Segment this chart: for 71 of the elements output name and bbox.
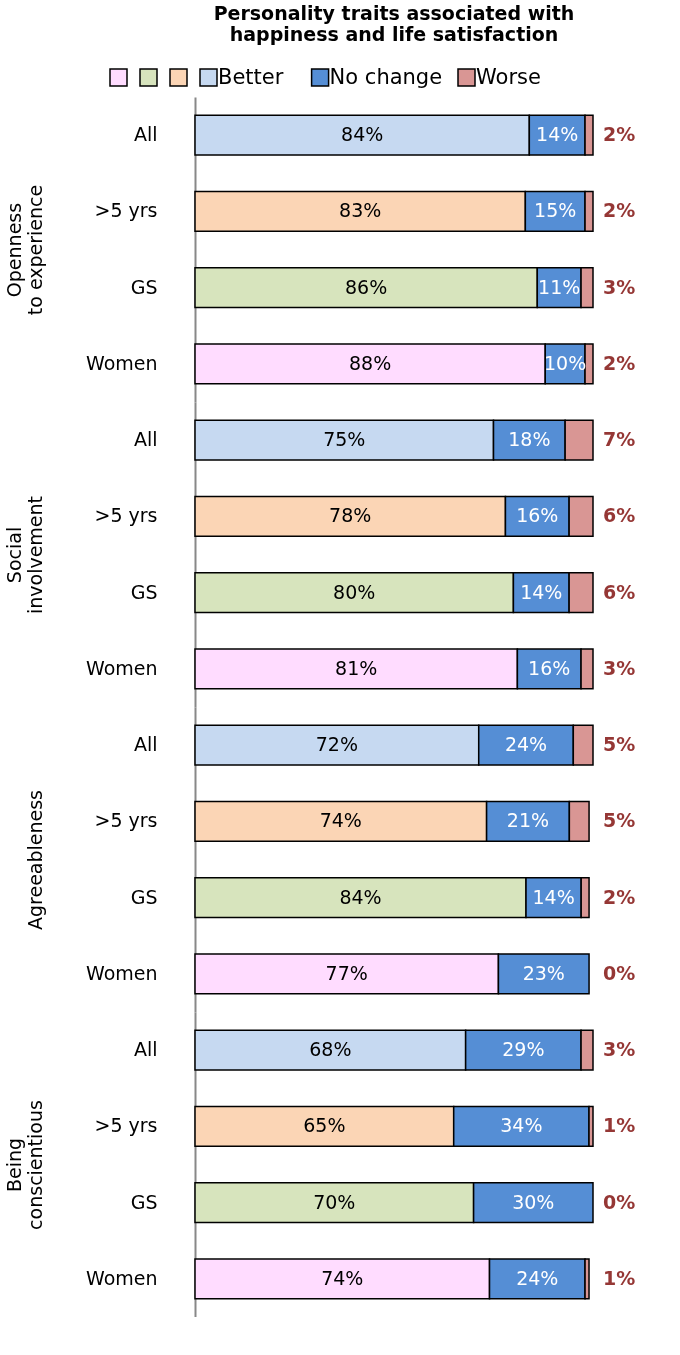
y-tick-label: >5 yrs bbox=[94, 809, 158, 832]
data-label: 3% bbox=[603, 1038, 636, 1061]
data-label: 80% bbox=[333, 580, 376, 603]
y-axis-title: Agreeableness bbox=[23, 789, 46, 931]
y-tick-label: >5 yrs bbox=[94, 199, 158, 222]
data-label: 14% bbox=[532, 885, 575, 908]
data-label: 3% bbox=[603, 275, 636, 298]
data-label: 6% bbox=[603, 504, 636, 527]
data-label: 16% bbox=[528, 656, 571, 679]
data-label: 24% bbox=[504, 733, 548, 756]
data-label: 74% bbox=[321, 1266, 364, 1289]
data-label: 72% bbox=[315, 733, 358, 756]
data-label: 68% bbox=[309, 1038, 352, 1061]
data-label: 24% bbox=[516, 1266, 559, 1289]
y-axis-title: Social involvement bbox=[2, 495, 46, 615]
data-label: 11% bbox=[538, 275, 581, 298]
data-label: 78% bbox=[329, 504, 372, 527]
data-label: 29% bbox=[502, 1038, 545, 1061]
legend-label: No change bbox=[329, 65, 443, 89]
data-label: 2% bbox=[603, 199, 636, 222]
data-label: 84% bbox=[341, 123, 384, 146]
data-label: 88% bbox=[349, 351, 392, 374]
data-label: 74% bbox=[319, 809, 362, 832]
data-label: 0% bbox=[603, 1190, 636, 1213]
y-tick-label: GS bbox=[130, 580, 158, 603]
y-tick-label: Women bbox=[85, 961, 158, 984]
data-label: 30% bbox=[512, 1190, 555, 1213]
y-tick-label: Women bbox=[85, 351, 158, 374]
data-label: 18% bbox=[508, 428, 551, 451]
data-label: 21% bbox=[506, 809, 550, 832]
y-axis-title: Being conscientious bbox=[2, 1100, 46, 1230]
data-label: 5% bbox=[603, 733, 636, 756]
y-tick-label: >5 yrs bbox=[94, 504, 158, 527]
data-label: 15% bbox=[534, 199, 577, 222]
y-tick-label: All bbox=[133, 428, 158, 451]
data-label: 34% bbox=[500, 1114, 543, 1137]
y-tick-label: All bbox=[133, 1038, 158, 1061]
y-tick-label: GS bbox=[130, 275, 158, 298]
y-tick-label: All bbox=[133, 733, 158, 756]
data-label: 86% bbox=[345, 275, 388, 298]
data-label: 14% bbox=[520, 580, 563, 603]
data-label: 84% bbox=[339, 885, 382, 908]
data-label: 83% bbox=[339, 199, 382, 222]
data-label: 16% bbox=[516, 504, 559, 527]
legend-label: Better bbox=[218, 65, 284, 89]
data-label: 5% bbox=[603, 809, 636, 832]
chart-title: Personality traits associated with happiness and life satisfaction bbox=[213, 2, 575, 45]
data-label: 75% bbox=[323, 428, 366, 451]
y-tick-label: Women bbox=[85, 656, 158, 679]
legend-label: Worse bbox=[476, 65, 541, 89]
data-label: 2% bbox=[603, 351, 636, 374]
data-label: 14% bbox=[536, 123, 579, 146]
data-label: 70% bbox=[313, 1190, 356, 1213]
data-label: 2% bbox=[603, 885, 636, 908]
y-tick-label: Women bbox=[85, 1266, 158, 1289]
data-label: 65% bbox=[303, 1114, 346, 1137]
y-tick-label: GS bbox=[130, 885, 158, 908]
data-label: 7% bbox=[603, 428, 636, 451]
data-label: 1% bbox=[603, 1266, 636, 1289]
data-label: 77% bbox=[325, 961, 368, 984]
data-label: 2% bbox=[603, 123, 636, 146]
y-tick-label: GS bbox=[130, 1190, 158, 1213]
data-label: 0% bbox=[603, 961, 636, 984]
data-label: 3% bbox=[603, 656, 636, 679]
y-tick-label: All bbox=[133, 123, 158, 146]
data-label: 1% bbox=[603, 1114, 636, 1137]
data-label: 23% bbox=[522, 961, 565, 984]
data-label: 81% bbox=[335, 656, 378, 679]
data-label: 6% bbox=[603, 580, 636, 603]
y-axis-title: Openness to experience bbox=[2, 184, 46, 316]
y-tick-label: >5 yrs bbox=[94, 1114, 158, 1137]
